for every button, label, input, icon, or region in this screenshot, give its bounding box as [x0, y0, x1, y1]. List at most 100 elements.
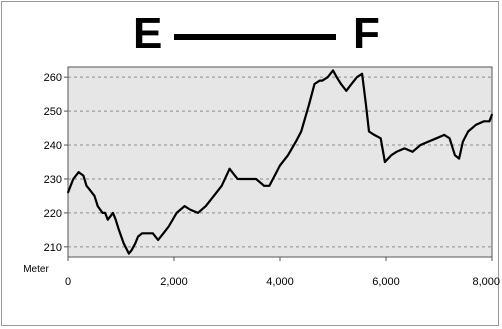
data-point: [403, 147, 406, 150]
y-tick-label: 210: [44, 242, 62, 254]
data-point: [268, 184, 271, 187]
data-point: [197, 212, 199, 214]
data-point: [134, 242, 137, 245]
data-point: [137, 235, 139, 238]
data-point: [263, 184, 265, 187]
data-point: [326, 76, 329, 79]
data-point: [340, 83, 342, 85]
data-point: [308, 103, 310, 106]
data-point: [101, 212, 104, 214]
data-point: [345, 89, 348, 92]
data-point: [189, 208, 191, 211]
data-point: [335, 76, 338, 79]
data-point: [106, 218, 109, 221]
data-point: [443, 134, 446, 136]
data-point: [279, 164, 281, 167]
gridlines: [68, 76, 492, 248]
x-tick-label: 0: [65, 276, 71, 288]
data-point: [287, 154, 289, 157]
data-point: [373, 134, 376, 136]
data-point: [220, 184, 223, 187]
data-point: [448, 137, 451, 140]
data-point: [419, 144, 422, 146]
data-point: [361, 72, 363, 75]
data-point: [368, 130, 370, 133]
data-point: [122, 242, 125, 245]
x-tick-label: 4,000: [266, 276, 294, 288]
data-point: [356, 76, 358, 79]
data-point: [183, 205, 186, 208]
data-point: [395, 150, 398, 153]
data-point: [127, 252, 130, 255]
data-point: [104, 212, 106, 214]
data-point: [82, 174, 85, 177]
data-point: [85, 184, 88, 187]
data-point: [146, 232, 149, 235]
x-tick-label: 8,000: [472, 276, 500, 288]
data-point: [488, 120, 491, 123]
data-point: [167, 225, 170, 228]
y-axis-unit-label: Meter: [23, 264, 49, 275]
data-point: [72, 178, 75, 180]
data-point: [435, 137, 438, 140]
data-point: [234, 174, 236, 177]
data-point: [411, 150, 414, 153]
data-point: [491, 113, 493, 116]
data-point: [236, 178, 239, 180]
data-point: [350, 83, 353, 85]
data-point: [228, 167, 231, 170]
data-point: [151, 232, 154, 235]
data-point: [242, 178, 244, 180]
y-tick-label: 240: [44, 140, 62, 152]
x-tick-label: 2,000: [160, 276, 188, 288]
data-point: [273, 174, 276, 177]
data-point: [475, 123, 477, 126]
data-point: [313, 83, 316, 85]
data-point: [300, 130, 303, 133]
data-point: [483, 120, 485, 123]
data-point: [318, 79, 321, 82]
data-point: [162, 232, 165, 235]
data-point: [454, 154, 456, 157]
data-point: [130, 249, 133, 252]
data-point: [379, 137, 382, 140]
y-tick-label: 220: [44, 208, 62, 220]
data-point: [157, 239, 160, 241]
data-point: [365, 103, 367, 106]
data-point: [118, 229, 120, 231]
data-point: [175, 212, 178, 214]
data-point: [77, 171, 80, 174]
start-point-label: E: [133, 9, 163, 58]
data-point: [427, 140, 430, 143]
x-tick-label: 6,000: [372, 276, 400, 288]
x-axis-ticks: 0 2,000 4,000 6,000 8,000: [65, 257, 500, 288]
plot-area: [67, 66, 493, 258]
end-point-label: F: [353, 9, 380, 58]
data-point: [96, 205, 99, 208]
data-point: [112, 212, 114, 214]
data-point: [204, 205, 207, 208]
data-point: [88, 188, 91, 191]
data-point: [212, 195, 215, 197]
data-point: [93, 195, 96, 197]
data-point: [247, 178, 250, 180]
data-point: [255, 178, 257, 180]
data-point: [462, 140, 464, 143]
data-point: [467, 130, 469, 133]
data-point: [321, 79, 324, 82]
data-points: [67, 69, 493, 255]
y-axis-ticks: 210 220 230 240 250 260: [44, 72, 68, 254]
y-tick-label: 230: [44, 174, 62, 186]
data-point: [141, 232, 144, 235]
profile-header: E F: [0, 0, 502, 60]
data-point: [332, 69, 334, 72]
data-point: [390, 154, 393, 157]
data-point: [114, 218, 117, 221]
profile-line-symbol: [174, 34, 336, 40]
y-tick-label: 250: [44, 106, 62, 118]
data-point: [384, 161, 386, 163]
y-tick-label: 260: [44, 72, 62, 84]
data-point: [67, 191, 69, 194]
data-point: [295, 140, 297, 143]
